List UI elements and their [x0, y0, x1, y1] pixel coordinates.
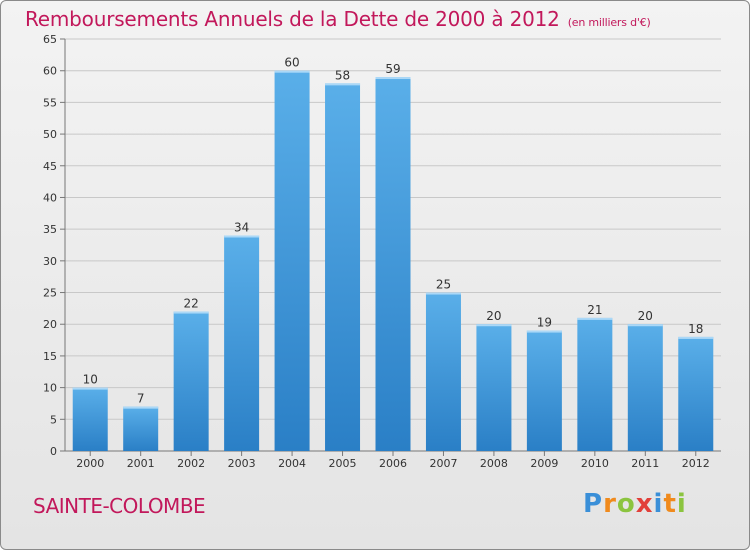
logo-letter: x — [635, 489, 654, 519]
x-tick-label: 2005 — [329, 457, 357, 470]
y-tick-label: 10 — [43, 382, 57, 395]
bar-highlight — [325, 83, 361, 86]
bar-highlight — [577, 317, 613, 320]
bar-value-label: 60 — [284, 56, 299, 70]
bar-highlight — [123, 406, 159, 409]
bar — [577, 317, 613, 451]
x-tick-label: 2003 — [228, 457, 256, 470]
commune-name: SAINTE-COLOMBE — [33, 494, 206, 518]
bar-highlight — [678, 336, 714, 339]
y-tick-label: 65 — [43, 33, 57, 46]
x-tick-label: 2008 — [480, 457, 508, 470]
bar — [123, 406, 159, 451]
chart-title: Remboursements Annuels de la Dette de 20… — [25, 7, 651, 31]
x-tick-label: 2004 — [278, 457, 306, 470]
bar-highlight — [173, 311, 209, 314]
y-tick-label: 45 — [43, 160, 57, 173]
bar — [325, 83, 361, 451]
bar-value-label: 7 — [137, 392, 145, 406]
bar-value-label: 58 — [335, 68, 350, 82]
bar-value-label: 34 — [234, 220, 249, 234]
logo-letter: o — [616, 489, 636, 519]
y-tick-label: 0 — [50, 445, 57, 458]
bar-highlight — [72, 387, 108, 390]
logo-letter: i — [676, 489, 687, 519]
logo-letter: i — [653, 489, 664, 519]
bar-value-label: 18 — [688, 322, 703, 336]
bar-value-label: 10 — [83, 373, 98, 387]
x-tick-label: 2002 — [177, 457, 205, 470]
bar-value-label: 20 — [638, 309, 653, 323]
x-tick-label: 2007 — [429, 457, 457, 470]
y-tick-label: 40 — [43, 191, 57, 204]
x-tick-label: 2011 — [631, 457, 659, 470]
y-tick-label: 20 — [43, 318, 57, 331]
logo-letter: P — [583, 489, 604, 519]
bar-highlight — [375, 77, 411, 80]
x-tick-label: 2012 — [682, 457, 710, 470]
bar-value-label: 20 — [486, 309, 501, 323]
bar-value-label: 59 — [385, 62, 400, 76]
bar — [476, 324, 512, 451]
y-tick-label: 60 — [43, 65, 57, 78]
bar-value-label: 22 — [184, 297, 199, 311]
x-tick-label: 2001 — [127, 457, 155, 470]
bar — [526, 330, 562, 451]
bar — [274, 70, 310, 451]
bar — [173, 311, 209, 451]
x-tick-label: 2006 — [379, 457, 407, 470]
proxiti-logo[interactable]: Proxiti — [583, 489, 687, 519]
y-tick-label: 5 — [50, 413, 57, 426]
bar-highlight — [425, 292, 461, 295]
x-tick-label: 2000 — [76, 457, 104, 470]
bar-highlight — [627, 324, 663, 327]
bar-highlight — [224, 235, 260, 238]
chart-title-text: Remboursements Annuels de la Dette de 20… — [25, 7, 560, 31]
bar — [72, 387, 108, 451]
y-tick-label: 50 — [43, 128, 57, 141]
bar — [627, 324, 663, 451]
bar — [425, 292, 461, 451]
bars — [72, 70, 714, 452]
x-tick-label: 2010 — [581, 457, 609, 470]
y-tick-label: 30 — [43, 255, 57, 268]
bar-value-label: 25 — [436, 278, 451, 292]
x-tick-label: 2009 — [530, 457, 558, 470]
unit-note: (en milliers d'€) — [567, 16, 651, 29]
bar-value-label: 21 — [587, 303, 602, 317]
bar-highlight — [274, 70, 310, 73]
bar — [375, 77, 411, 452]
bar-value-label: 19 — [537, 316, 552, 330]
bar-highlight — [526, 330, 562, 333]
logo-letter: t — [663, 489, 677, 519]
bar-highlight — [476, 324, 512, 327]
logo-letter: r — [603, 489, 617, 519]
labels: 10 2000 7 2001 22 2002 34 2003 60 2004 58 2005 59 200… — [76, 56, 710, 470]
y-tick-label: 15 — [43, 350, 57, 363]
bar — [224, 235, 260, 451]
y-tick-label: 35 — [43, 223, 57, 236]
y-tick-label: 25 — [43, 287, 57, 300]
bar — [678, 336, 714, 451]
y-tick-label: 55 — [43, 96, 57, 109]
